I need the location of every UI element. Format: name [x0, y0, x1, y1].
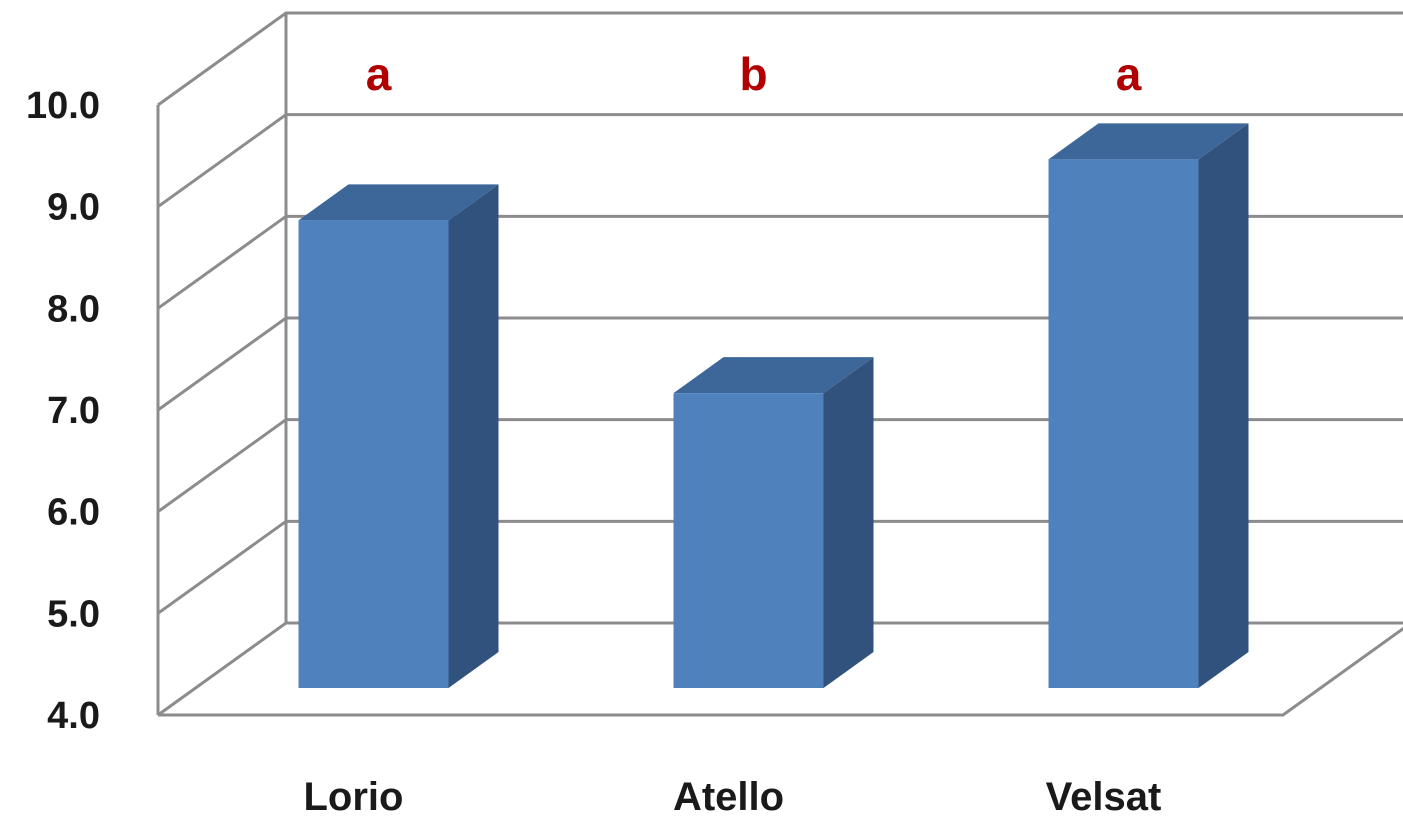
bar-top	[1048, 123, 1249, 160]
gridline	[157, 214, 1403, 310]
bar-side	[1198, 123, 1249, 689]
gridline	[157, 113, 1403, 208]
gridline	[157, 418, 1403, 513]
bar-velsat	[1048, 123, 1249, 689]
y-tick-label: 4.0	[47, 695, 100, 737]
floor-edge	[158, 626, 1403, 717]
y-tick-label: 5.0	[47, 593, 100, 635]
y-tick-label: 10.0	[26, 85, 100, 127]
bar-top	[298, 184, 499, 221]
bar-front	[673, 393, 824, 688]
gridline	[157, 316, 1403, 412]
bar-lorio	[298, 184, 499, 689]
significance-letter: b	[739, 48, 767, 100]
y-axis-ticks: 4.0 5.0 6.0 7.0 8.0 9.0 10.0	[26, 85, 100, 737]
gridline	[157, 621, 1403, 717]
x-category-label: Lorio	[304, 775, 404, 819]
gridline	[157, 11, 1403, 107]
bar-side	[448, 184, 499, 689]
bar-front	[1048, 159, 1199, 689]
bar-side	[823, 357, 874, 688]
significance-letter: a	[366, 48, 392, 100]
gridline	[157, 519, 1403, 615]
y-tick-label: 6.0	[47, 492, 100, 534]
x-axis-labels: Lorio Atello Velsat	[304, 775, 1162, 819]
significance-letter: a	[1116, 48, 1142, 100]
x-category-label: Velsat	[1046, 775, 1162, 819]
y-tick-label: 8.0	[47, 288, 100, 330]
bars	[298, 123, 1249, 689]
x-category-label: Atello	[673, 775, 784, 819]
gridlines	[156, 11, 1403, 717]
y-tick-label: 9.0	[47, 187, 100, 229]
bar-front	[298, 220, 449, 689]
y-tick-label: 7.0	[47, 390, 100, 432]
bar-atello	[673, 357, 874, 688]
bar-top	[673, 357, 874, 394]
